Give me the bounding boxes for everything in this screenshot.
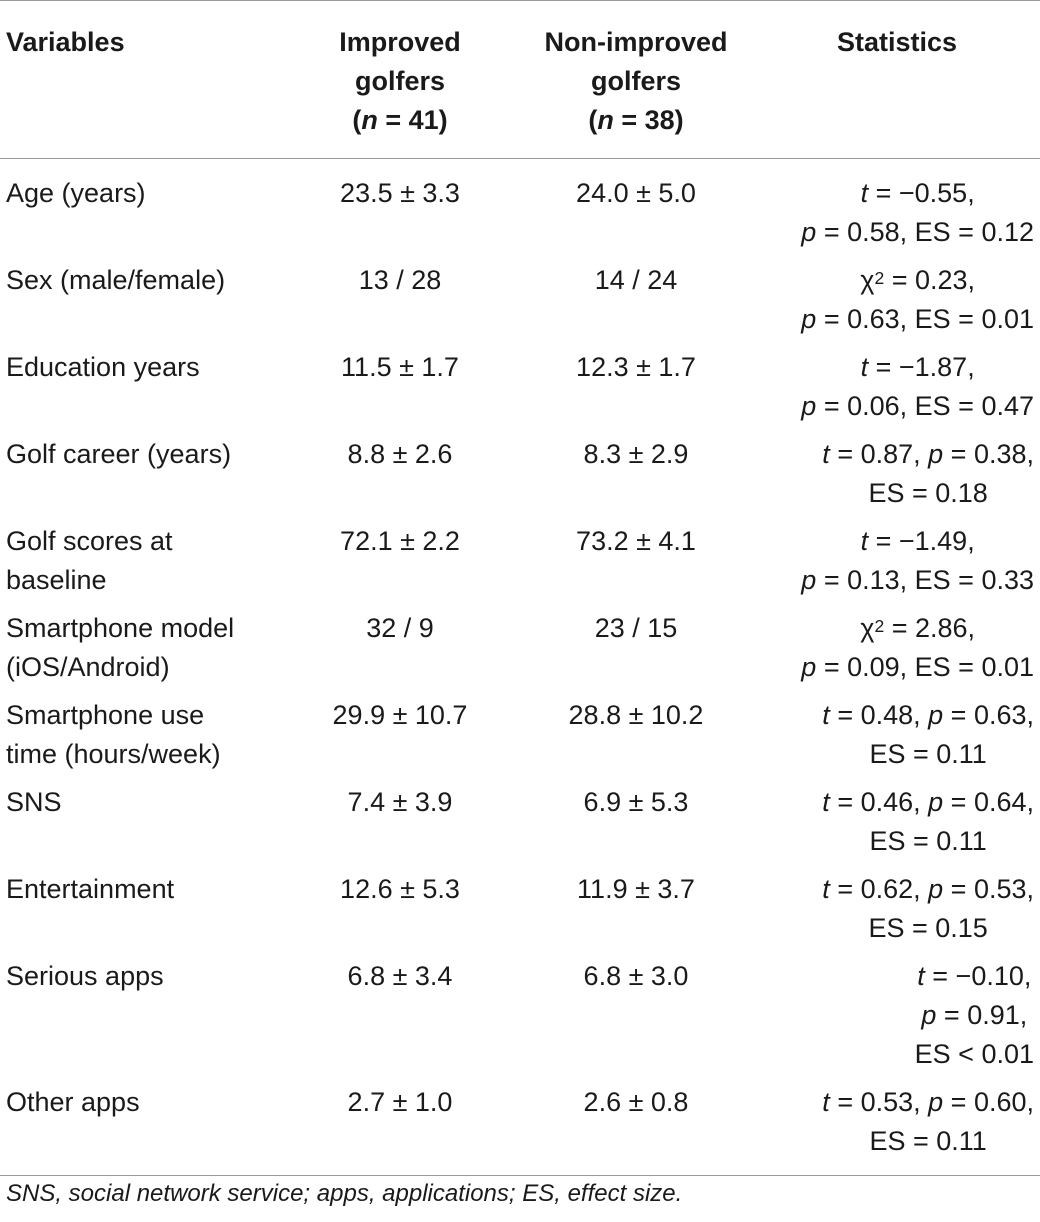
cell-nonimproved: 11.9 ± 3.7 bbox=[577, 874, 695, 904]
table-row: Golf career (years) 8.8 ± 2.6 8.3 ± 2.9 t =… bbox=[0, 435, 1040, 522]
cell-variable: Smartphone model (iOS/Android) bbox=[6, 613, 235, 682]
table-row: Other apps 2.7 ± 1.0 2.6 ± 0.8 t = 0.53, p … bbox=[0, 1083, 1040, 1176]
cell-variable: Education years bbox=[6, 352, 200, 382]
cell-improved: 11.5 ± 1.7 bbox=[341, 352, 459, 382]
cell-variable: Golf career (years) bbox=[6, 439, 232, 469]
cell-improved: 2.7 ± 1.0 bbox=[282, 1083, 518, 1176]
cell-nonimproved: 28.8 ± 10.2 bbox=[568, 700, 704, 730]
cell-improved: 8.8 ± 2.6 bbox=[347, 439, 453, 469]
cell-nonimproved: 23 / 15 bbox=[594, 613, 678, 643]
header-statistics: Statistics bbox=[754, 0, 1040, 159]
header-nonimproved-n: (n = 38) bbox=[588, 105, 684, 135]
cell-statistics: t = 0.62, p = 0.53, ES = 0.15 bbox=[822, 874, 1034, 943]
data-table: Variables Improved golfers (n = 41) Non-… bbox=[0, 0, 1040, 1176]
cell-improved: 72.1 ± 2.2 bbox=[340, 526, 460, 556]
cell-improved: 32 / 9 bbox=[366, 613, 434, 643]
cell-statistics: χ2 = 0.23, p = 0.63, ES = 0.01 bbox=[801, 265, 1034, 334]
cell-nonimproved: 14 / 24 bbox=[594, 265, 678, 295]
cell-variable: Smartphone use time (hours/week) bbox=[6, 700, 221, 769]
cell-statistics: t = −0.55, p = 0.58, ES = 0.12 bbox=[801, 178, 1034, 247]
cell-statistics: t = 0.53, p = 0.60, ES = 0.11 bbox=[754, 1083, 1040, 1176]
cell-variable: Sex (male/female) bbox=[6, 265, 226, 295]
cell-improved: 29.9 ± 10.7 bbox=[332, 700, 468, 730]
cell-nonimproved: 2.6 ± 0.8 bbox=[518, 1083, 754, 1176]
table-row: Golf scores at baseline 72.1 ± 2.2 73.2 ± 4… bbox=[0, 522, 1040, 609]
cell-statistics: χ2 = 2.86, p = 0.09, ES = 0.01 bbox=[801, 613, 1034, 682]
cell-variable: Entertainment bbox=[6, 874, 175, 904]
cell-statistics: t = 0.48, p = 0.63, ES = 0.11 bbox=[822, 700, 1034, 769]
header-improved: Improved golfers (n = 41) bbox=[282, 0, 518, 159]
cell-nonimproved: 12.3 ± 1.7 bbox=[576, 352, 696, 382]
cell-statistics: t = 0.87, p = 0.38, ES = 0.18 bbox=[822, 439, 1034, 508]
cell-nonimproved: 24.0 ± 5.0 bbox=[576, 178, 696, 208]
table-body: Age (years) 23.5 ± 3.3 24.0 ± 5.0 t = −0.55… bbox=[0, 159, 1040, 1176]
table-row: Serious apps 6.8 ± 3.4 6.8 ± 3.0 t = −0.10,… bbox=[0, 957, 1040, 1083]
cell-statistics: t = 0.46, p = 0.64, ES = 0.11 bbox=[822, 787, 1034, 856]
cell-variable: Serious apps bbox=[6, 961, 164, 991]
header-variables: Variables bbox=[0, 0, 282, 159]
table-header: Variables Improved golfers (n = 41) Non-… bbox=[0, 0, 1040, 159]
cell-variable: Age (years) bbox=[6, 178, 146, 208]
table-row: Smartphone use time (hours/week) 29.9 ± 10… bbox=[0, 696, 1040, 783]
cell-statistics: t = −1.87, p = 0.06, ES = 0.47 bbox=[801, 352, 1034, 421]
cell-nonimproved: 73.2 ± 4.1 bbox=[576, 526, 696, 556]
table-row: Sex (male/female) 13 / 28 14 / 24 χ2 = 0.23… bbox=[0, 261, 1040, 348]
cell-improved: 13 / 28 bbox=[358, 265, 442, 295]
table-footnote: SNS, social network service; apps, appli… bbox=[6, 1180, 683, 1207]
table-row: Education years 11.5 ± 1.7 12.3 ± 1.7 t = −… bbox=[0, 348, 1040, 435]
cell-improved: 23.5 ± 3.3 bbox=[340, 178, 460, 208]
cell-statistics: t = −1.49, p = 0.13, ES = 0.33 bbox=[801, 526, 1034, 595]
cell-improved: 6.8 ± 3.4 bbox=[347, 961, 453, 991]
cell-variable: Golf scores at baseline bbox=[6, 526, 173, 595]
cell-improved: 12.6 ± 5.3 bbox=[340, 874, 460, 904]
cell-nonimproved: 6.9 ± 5.3 bbox=[583, 787, 689, 817]
cell-nonimproved: 6.8 ± 3.0 bbox=[583, 961, 689, 991]
cell-variable: SNS bbox=[6, 787, 62, 817]
table-row: Smartphone model (iOS/Android) 32 / 9 23 / … bbox=[0, 609, 1040, 696]
table-row: Age (years) 23.5 ± 3.3 24.0 ± 5.0 t = −0.55… bbox=[0, 159, 1040, 262]
table-row: Entertainment 12.6 ± 5.3 11.9 ± 3.7 t = 0.6… bbox=[0, 870, 1040, 957]
cell-statistics: t = −0.10, p = 0.91, ES < 0.01 bbox=[914, 961, 1034, 1069]
cell-variable: Other apps bbox=[0, 1083, 282, 1176]
table-row: SNS 7.4 ± 3.9 6.9 ± 5.3 t = 0.46, p = 0.64,… bbox=[0, 783, 1040, 870]
header-nonimproved: Non-improved golfers (n = 38) bbox=[518, 0, 754, 159]
cell-improved: 7.4 ± 3.9 bbox=[347, 787, 453, 817]
header-improved-n: (n = 41) bbox=[352, 105, 448, 135]
cell-nonimproved: 8.3 ± 2.9 bbox=[583, 439, 689, 469]
